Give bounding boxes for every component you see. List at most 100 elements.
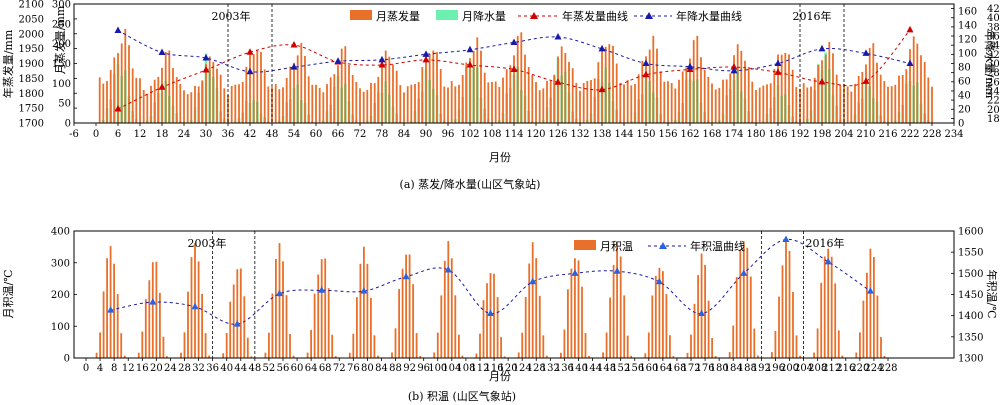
evap-bar	[329, 77, 332, 123]
evap-bar	[659, 71, 662, 123]
evap-bar	[777, 54, 779, 123]
evap-bar	[700, 57, 702, 124]
x-tick-label: 234	[944, 129, 963, 140]
x-tick-label: 162	[680, 129, 699, 140]
evap-bar	[546, 80, 548, 123]
evap-bar	[120, 43, 123, 123]
accumulated-temperature-bar	[535, 258, 538, 358]
accumulated-temperature-bar	[197, 261, 200, 358]
annual-precipitation-point	[378, 55, 386, 63]
evap-bar	[615, 63, 618, 123]
evap-bar	[106, 81, 108, 123]
right-tick-label: 1500	[958, 269, 983, 280]
evap-bar	[282, 87, 284, 123]
evap-bar	[417, 82, 420, 123]
evap-bar	[696, 35, 699, 123]
accumulated-temperature-bar	[102, 291, 105, 358]
annual-evaporation-point	[158, 83, 166, 90]
evap-bar	[113, 57, 116, 123]
evap-bar	[656, 48, 658, 124]
evap-bar	[597, 62, 600, 123]
evap-bar	[124, 28, 127, 123]
evap-bar	[384, 50, 387, 123]
accumulated-temperature-bar	[278, 243, 281, 358]
x-tick-label: 78	[376, 129, 389, 140]
accumulated-temperature-bar	[658, 267, 661, 358]
x-tick-label: 56	[277, 363, 290, 374]
left-outer-tick-label: 2000	[19, 29, 44, 40]
x-tick-label: 90	[420, 129, 433, 140]
x-tick-label: 222	[900, 129, 919, 140]
right-outer-tick-label: 340	[987, 41, 1000, 52]
x-tick-label: 12	[122, 363, 135, 374]
evap-bar	[267, 86, 270, 123]
x-tick-label: 18	[156, 129, 169, 140]
evap-bar	[872, 43, 875, 124]
evap-bar	[762, 85, 765, 123]
annual-evaporation-point	[906, 25, 914, 33]
evap-bar	[894, 84, 897, 123]
legend-swatch-monthly-accumulated	[574, 240, 596, 250]
accumulated-temperature-bar	[781, 265, 784, 358]
accumulated-temperature-bar	[106, 258, 108, 358]
accumulated-temperature-bar	[567, 289, 569, 358]
evap-bar	[491, 82, 493, 123]
left-tick-label: 0	[64, 354, 70, 365]
evap-bar	[355, 81, 358, 123]
annual-evaporation-point	[642, 70, 650, 78]
evap-bar	[623, 84, 625, 123]
evap-bar	[399, 85, 402, 123]
left-tick-label: 300	[51, 258, 70, 269]
right-inner-tick-label: 160	[958, 7, 977, 18]
accumulated-temperature-bar	[728, 352, 731, 358]
evap-bar	[868, 47, 871, 123]
evap-bar	[186, 94, 189, 123]
evap-bar	[692, 40, 695, 123]
x-tick-label: 24	[178, 129, 191, 140]
x-tick-label: 36	[222, 129, 235, 140]
evap-bar	[135, 78, 138, 123]
monthly-accumulated-temperature-bars	[95, 239, 886, 358]
accumulated-temperature-bar	[496, 297, 499, 358]
x-axis-label-a: 月份	[489, 151, 511, 164]
right-outer-tick-label: 280	[987, 68, 1000, 79]
evap-bar	[905, 69, 908, 123]
right-inner-tick-label: 80	[958, 63, 971, 74]
accumulated-temperature-bar	[440, 295, 443, 358]
y-axis-label-right-a: 年降水量/mm	[983, 30, 997, 99]
x-tick-label: 60	[291, 363, 304, 374]
annual-precipitation-point	[510, 38, 518, 45]
x-axis-ticks-b: 0 4 8 12 16 20 24 28 32 36 40 44 48 52 56 60 64 68 72 76 80 8…	[83, 358, 898, 374]
accumulated-temperature-bar	[327, 288, 330, 358]
evap-bar	[553, 74, 556, 123]
right-outer-tick-label: 420	[987, 4, 1000, 15]
legend-b: 月积温 年积温曲线	[574, 239, 745, 253]
right-outer-tick-label: 320	[987, 50, 1000, 61]
right-outer-tick-label: 240	[987, 86, 1000, 97]
x-tick-label: 204	[794, 363, 813, 374]
accumulated-temperature-bar	[662, 271, 664, 358]
accumulated-temperature-bar	[602, 352, 604, 358]
legend-label-annual-evap: 年蒸发量曲线	[562, 9, 628, 23]
accumulated-temperature-bar	[95, 352, 98, 358]
annual-precipitation-point	[422, 50, 430, 57]
evap-bar	[854, 84, 856, 123]
accumulated-temperature-bar	[317, 274, 320, 358]
accumulated-temperature-bar	[236, 269, 239, 358]
accumulated-temperature-bar	[788, 250, 791, 358]
evap-bar	[212, 62, 215, 123]
x-tick-label: 80	[361, 363, 374, 374]
evap-bar	[707, 76, 710, 123]
evap-bar	[604, 46, 607, 123]
accumulated-temperature-bar	[876, 295, 879, 358]
x-tick-label: 204	[834, 129, 853, 140]
annual-accumulated-point	[824, 257, 832, 265]
right-inner-tick-label: 40	[958, 91, 971, 102]
evap-bar	[923, 62, 926, 123]
evap-bar	[883, 81, 886, 123]
x-tick-label: 196	[766, 363, 785, 374]
evap-bar	[410, 84, 413, 123]
legend-swatch-monthly-evap	[350, 10, 372, 20]
evap-bar	[549, 80, 552, 123]
evap-bar	[755, 90, 757, 123]
